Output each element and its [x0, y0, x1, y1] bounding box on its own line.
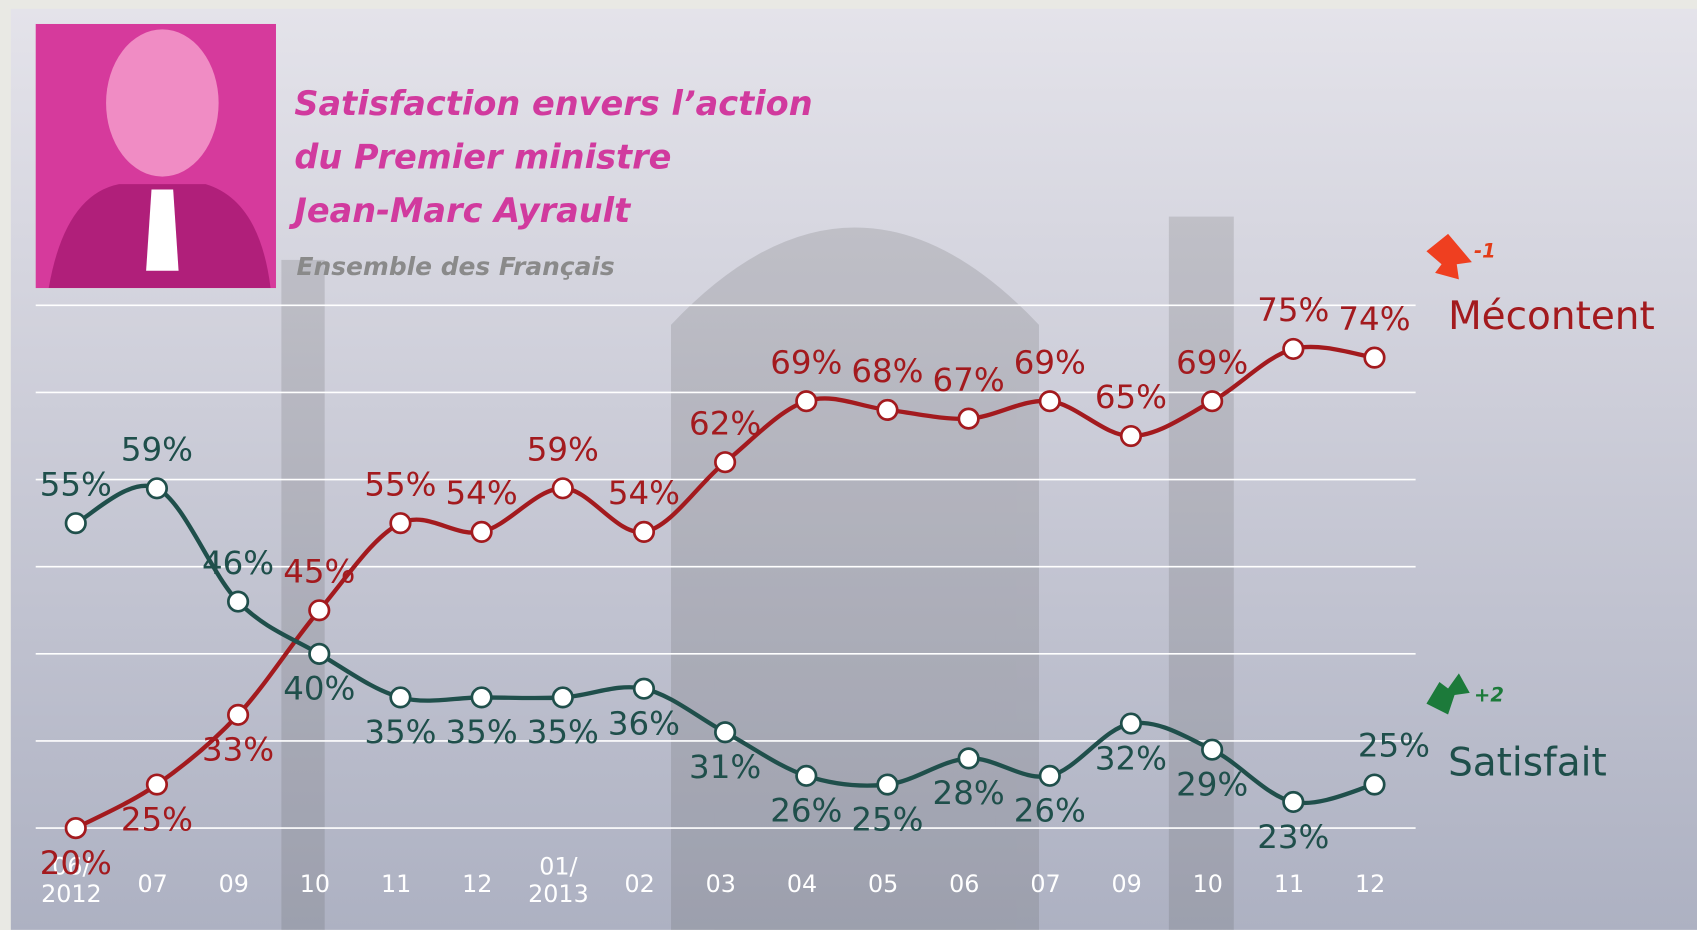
data-point: [64, 512, 87, 535]
data-point: [957, 747, 980, 770]
data-label: 29%: [1176, 765, 1248, 803]
x-tick-label: 02: [624, 870, 654, 898]
legend-label: Satisfait: [1448, 741, 1607, 786]
data-point: [551, 686, 574, 709]
x-tick-label: 11: [1274, 870, 1304, 898]
x-tick-label: 12: [1355, 870, 1385, 898]
data-point: [1119, 712, 1143, 735]
data-point: [145, 477, 169, 500]
data-point: [1282, 337, 1305, 361]
data-point: [632, 520, 656, 543]
data-label: 35%: [527, 713, 599, 751]
data-point: [714, 451, 737, 474]
data-label: 33%: [202, 731, 274, 769]
change-label: -1: [1474, 240, 1496, 263]
data-label: 54%: [608, 474, 680, 512]
x-tick-label: 09: [1112, 870, 1142, 898]
change-arrow-down: [1426, 233, 1472, 280]
x-tick-label: 07: [137, 870, 167, 898]
series-line: [74, 344, 1375, 831]
data-point: [1038, 390, 1061, 413]
data-label: 35%: [364, 713, 436, 751]
data-label: 25%: [851, 800, 923, 838]
data-label: 65%: [1095, 378, 1167, 416]
chart-title: Satisfaction envers l’action du Premier m…: [288, 84, 812, 230]
background: [10, 8, 1697, 930]
data-label: 67%: [933, 361, 1005, 399]
data-label: 23%: [1257, 818, 1329, 856]
data-point: [1201, 738, 1224, 761]
data-point: [1363, 346, 1386, 369]
x-tick-label: 12: [462, 870, 492, 898]
data-label: 54%: [446, 474, 518, 512]
photo: [35, 23, 276, 289]
data-label: 68%: [851, 352, 923, 390]
data-point: [308, 599, 331, 622]
x-tick-label: 06: [949, 870, 979, 898]
data-label: 75%: [1257, 291, 1329, 329]
change-label: +2: [1474, 683, 1504, 706]
data-point: [227, 590, 250, 613]
data-label: 55%: [40, 465, 112, 503]
x-tick-label: 05: [868, 870, 898, 898]
data-label: 59%: [527, 431, 599, 469]
legend-label: Mécontent: [1448, 294, 1655, 339]
data-label: 69%: [1176, 343, 1248, 381]
data-label: 26%: [1014, 792, 1086, 830]
data-label: 40%: [283, 670, 355, 708]
data-point: [1038, 764, 1061, 787]
x-tick-label: 07: [1030, 870, 1060, 898]
data-point: [389, 686, 412, 709]
data-point: [470, 686, 493, 709]
data-point: [876, 398, 899, 422]
data-point: [1201, 390, 1224, 413]
data-label: 25%: [121, 800, 193, 838]
data-point: [1363, 773, 1386, 796]
x-tick-label: 10: [300, 870, 330, 898]
data-label: 31%: [689, 748, 761, 786]
x-tick-label: 04: [787, 870, 817, 898]
data-point: [227, 703, 250, 726]
data-point: [551, 477, 574, 500]
data-point: [714, 721, 737, 744]
data-point: [632, 677, 656, 700]
data-label: 26%: [770, 792, 842, 830]
x-tick-label: 06/2012: [41, 853, 102, 908]
data-point: [957, 407, 980, 430]
data-label: 35%: [446, 713, 518, 751]
data-point: [64, 817, 87, 840]
data-label: 46%: [202, 544, 274, 582]
change-arrow-up: [1426, 673, 1470, 715]
x-tick-label: 11: [381, 870, 411, 898]
data-label: 74%: [1338, 300, 1410, 338]
data-point: [389, 512, 412, 535]
x-tick-label: 10: [1193, 870, 1223, 898]
x-tick-label: 09: [219, 870, 249, 898]
data-label: 28%: [933, 774, 1005, 812]
data-point: [470, 520, 493, 543]
data-point: [795, 764, 818, 787]
data-point: [145, 773, 169, 796]
data-label: 59%: [121, 431, 193, 469]
data-point: [876, 773, 899, 796]
data-point: [1282, 790, 1305, 814]
data-label: 55%: [364, 465, 436, 503]
data-point: [1119, 424, 1143, 448]
chart-subtitle: Ensemble des Français: [297, 252, 615, 281]
data-label: 32%: [1095, 739, 1167, 777]
data-label: 69%: [770, 343, 842, 381]
data-point: [308, 642, 331, 665]
data-point: [795, 390, 818, 413]
data-label: 69%: [1014, 343, 1086, 381]
x-tick-label: 01/2013: [528, 853, 589, 908]
data-label: 62%: [689, 404, 761, 442]
data-label: 36%: [608, 705, 680, 743]
data-label: 25%: [1358, 727, 1430, 765]
data-label: 45%: [283, 552, 355, 590]
x-tick-label: 03: [706, 870, 736, 898]
data-label: 20%: [40, 844, 112, 882]
